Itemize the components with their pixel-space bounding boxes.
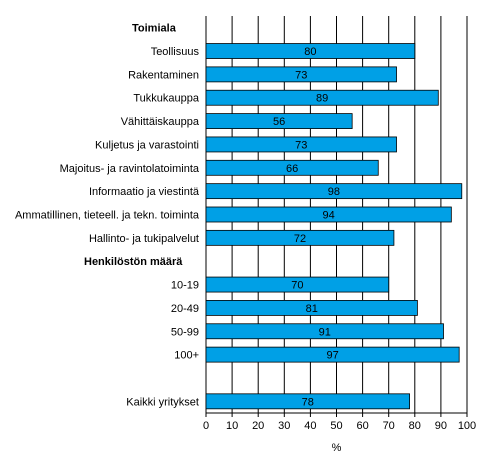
x-tick-label: 50 — [330, 420, 342, 432]
x-tick-label: 30 — [278, 420, 290, 432]
group-label: Toimiala — [132, 23, 177, 35]
bar-value-label: 72 — [294, 233, 306, 245]
x-tick-label: 80 — [409, 420, 421, 432]
category-label: 20-49 — [171, 303, 199, 315]
category-label: Kuljetus ja varastointi — [95, 139, 199, 151]
bar — [205, 89, 439, 106]
bar — [205, 300, 418, 316]
group-label: Henkilöstön määrä — [84, 256, 183, 268]
bar-value-label: 97 — [326, 350, 338, 362]
category-label: Majoitus- ja ravintolatoiminta — [60, 163, 200, 175]
bar-value-label: 66 — [286, 163, 298, 175]
bar — [205, 346, 460, 363]
category-label: Rakentaminen — [128, 69, 199, 81]
category-label: Vähittäiskauppa — [121, 116, 200, 128]
category-label: Teollisuus — [151, 46, 200, 58]
bar — [205, 276, 390, 293]
bar-value-label: 89 — [316, 93, 328, 105]
x-tick-label: 60 — [356, 420, 368, 432]
category-label: 100+ — [174, 350, 199, 362]
category-labels: Toimiala Teollisuus Rakentaminen Tukkukaupp… — [15, 23, 200, 409]
bar-value-label: 73 — [295, 69, 307, 81]
bar-value-label: 73 — [295, 139, 307, 151]
bar — [205, 43, 416, 59]
x-axis: 0 10 20 30 40 50 60 70 80 90 100 — [203, 412, 476, 432]
category-label: Tukkukauppa — [133, 93, 200, 105]
x-tick-label: 0 — [203, 420, 209, 432]
bar — [205, 66, 397, 83]
category-label: Ammatillinen, tieteell. ja tekn. toimint… — [15, 210, 200, 222]
bar-value-label: 56 — [273, 116, 285, 128]
bar — [205, 159, 379, 176]
bar-value-label: 98 — [328, 186, 340, 198]
x-tick-label: 10 — [226, 420, 238, 432]
bar-value-label: 80 — [304, 46, 316, 58]
category-label: 10-19 — [171, 280, 199, 292]
x-axis-title: % — [332, 442, 342, 454]
category-label: Informaatio ja viestintä — [89, 186, 200, 198]
category-label: Kaikki yritykset — [126, 396, 199, 408]
bar — [205, 229, 395, 246]
bar-value-label: 70 — [291, 280, 303, 292]
bar — [205, 136, 397, 153]
category-label: 50-99 — [171, 326, 199, 338]
bar — [205, 183, 463, 200]
bar — [205, 393, 410, 410]
x-tick-label: 20 — [252, 420, 264, 432]
bar-value-label: 94 — [323, 210, 335, 222]
x-tick-label: 70 — [383, 420, 395, 432]
category-label: Hallinto- ja tukipalvelut — [89, 233, 199, 245]
x-tick-label: 100 — [458, 420, 476, 432]
bar-value-label: 78 — [302, 396, 314, 408]
x-tick-label: 40 — [304, 420, 316, 432]
bar-value-label: 91 — [319, 326, 331, 338]
bar — [205, 113, 353, 129]
bar — [205, 206, 452, 223]
bar — [205, 323, 444, 340]
x-tick-label: 90 — [435, 420, 447, 432]
bar-value-label: 81 — [306, 303, 318, 315]
